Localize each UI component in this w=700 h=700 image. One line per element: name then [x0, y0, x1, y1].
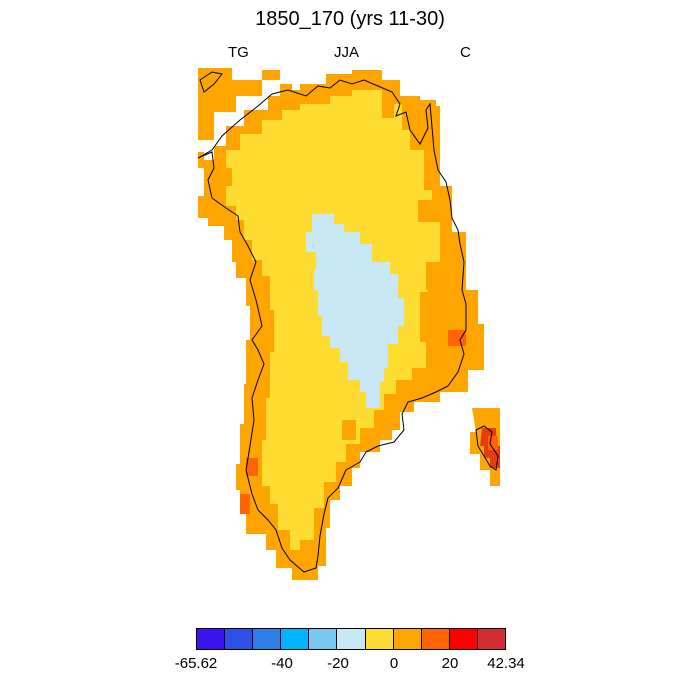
colorbar-label--20: -20 — [327, 655, 349, 672]
colorbar-label--40: -40 — [271, 655, 293, 672]
colorbar-label-0: 0 — [389, 655, 399, 672]
colorbar-segment-7 — [393, 629, 422, 649]
plot-title: 1850_170 (yrs 11-30) — [255, 8, 445, 30]
colorbar-label-20: 20 — [441, 655, 459, 672]
colorbar-segment-6 — [365, 629, 394, 649]
colorbar-segment-5 — [337, 629, 366, 649]
greenland-map — [197, 68, 500, 580]
colorbar-segment-9 — [449, 629, 478, 649]
colorbar-segment-4 — [309, 629, 338, 649]
colorbar-label-max: 42.34 — [487, 655, 525, 672]
coastline — [197, 79, 467, 573]
summit-cold-region — [306, 214, 404, 408]
colorbar — [196, 628, 506, 650]
colorbar-segment-2 — [253, 629, 282, 649]
colorbar-segment-8 — [421, 629, 450, 649]
southwest-hot-spot — [246, 458, 258, 476]
colorbar-segment-0 — [197, 629, 226, 649]
colorbar-label-min: -65.62 — [174, 655, 218, 672]
colorbar-segment-3 — [281, 629, 310, 649]
season-label: JJA — [334, 44, 360, 61]
colorbar-segment-1 — [225, 629, 254, 649]
colorbar-segment-10 — [477, 629, 506, 649]
variable-label: TG — [228, 44, 249, 61]
units-label: C — [460, 44, 471, 61]
